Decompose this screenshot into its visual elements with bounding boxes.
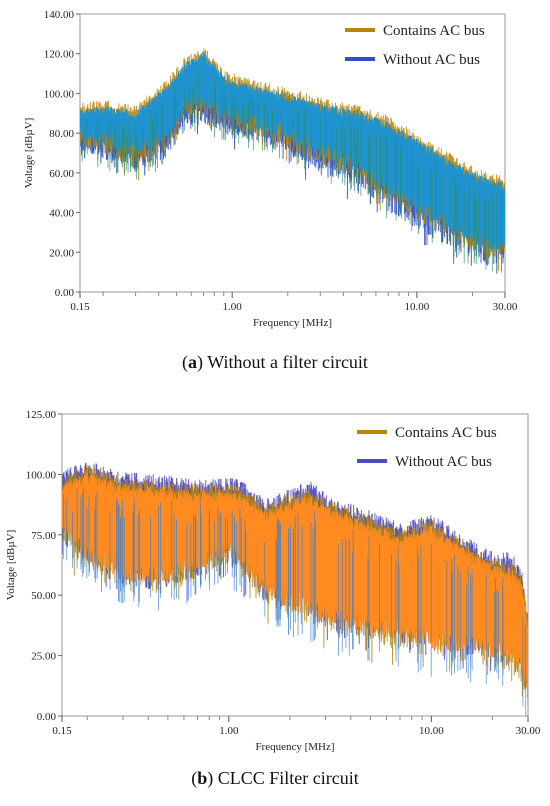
c1-ytick-label-0: 0.00 — [37, 711, 57, 723]
c1-noise-trace — [63, 487, 527, 716]
c1-legend-label-0: Contains AC bus — [395, 425, 497, 441]
c0-ytick-label-0: 0.00 — [55, 287, 75, 299]
c1-ylabel: Voltage [dBµV] — [5, 530, 17, 601]
c1-xtick-label-1: 1.00 — [219, 725, 239, 737]
c0-xtick-label-0: 0.15 — [70, 301, 90, 313]
c0-ytick-label-4: 80.00 — [49, 128, 74, 140]
c0-xtick-label-3: 30.00 — [493, 301, 518, 313]
c1-xtick-label-3: 30.00 — [516, 725, 541, 737]
chart-panel-a: 0.00 20.00 40.00 60.00 80.00 100.00 120.00 140.… — [0, 0, 550, 390]
caption-b-text: CLCC Filter circuit — [217, 768, 359, 788]
chart-a-svg: 0.00 20.00 40.00 60.00 80.00 100.00 120.00 140.… — [23, 9, 518, 329]
c1-ytick-label-5: 125.00 — [26, 409, 57, 421]
c0-legend-label-0: Contains AC bus — [383, 23, 485, 39]
chart-panel-b: 0.00 25.00 50.00 75.00 100.00 125.00 0.15 1.00 1… — [0, 398, 550, 806]
chart-b-svg: 0.00 25.00 50.00 75.00 100.00 125.00 0.15 1.00 1… — [5, 409, 541, 753]
c0-ytick-label-6: 120.00 — [44, 49, 75, 61]
c0-ytick-label-1: 20.00 — [49, 247, 74, 259]
c0-legend-label-1: Without AC bus — [383, 52, 480, 68]
c1-ytick-label-2: 50.00 — [31, 590, 56, 602]
caption-a-text: Without a filter circuit — [207, 352, 368, 372]
c0-xlabel: Frequency [MHz] — [253, 317, 332, 329]
c0-ytick-label-5: 100.00 — [44, 88, 75, 100]
caption-b-label: b — [197, 768, 208, 788]
c0-ytick-label-2: 40.00 — [49, 208, 74, 220]
caption-b: (b) CLCC Filter circuit — [191, 768, 359, 788]
c0-noise-trace — [81, 69, 502, 273]
c1-ytick-label-3: 75.00 — [31, 530, 56, 542]
c0-xtick-label-1: 1.00 — [223, 301, 243, 313]
c0-ylabel: Voltage [dBµV] — [23, 118, 35, 189]
c1-xtick-label-2: 10.00 — [419, 725, 444, 737]
c0-ytick-label-3: 60.00 — [49, 168, 74, 180]
c1-traces — [62, 462, 528, 716]
caption-a: (a) Without a filter circuit — [182, 352, 368, 372]
c1-xtick-label-0: 0.15 — [52, 725, 72, 737]
c1-xlabel: Frequency [MHz] — [255, 741, 334, 753]
caption-a-label: a — [188, 352, 198, 372]
c0-xtick-label-2: 10.00 — [405, 301, 430, 313]
c1-legend-label-1: Without AC bus — [395, 454, 492, 470]
c1-ytick-label-4: 100.00 — [26, 469, 57, 481]
c1-ytick-label-1: 25.00 — [31, 651, 56, 663]
c0-ytick-label-7: 140.00 — [44, 9, 75, 21]
c0-traces — [80, 48, 505, 274]
